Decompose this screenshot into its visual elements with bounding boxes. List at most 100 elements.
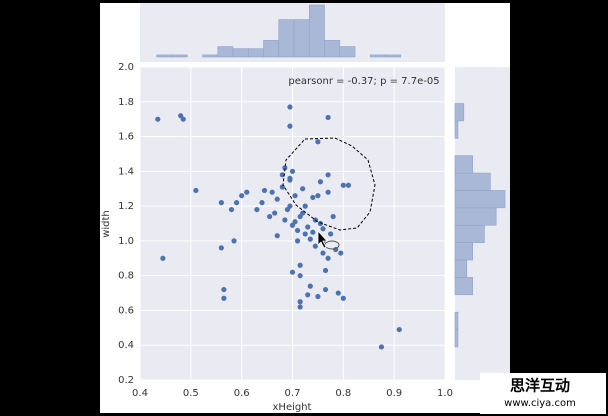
y-tick-label: 1.2 [118, 201, 134, 212]
top-histogram-bar [385, 54, 402, 58]
x-tick-label: 0.4 [132, 388, 148, 399]
y-axis-label: width [101, 210, 112, 238]
watermark-box [480, 373, 606, 414]
x-tick-label: 1.0 [437, 388, 453, 399]
scatter-point [325, 189, 331, 195]
right-histogram-bar [454, 311, 459, 330]
scatter-point [292, 193, 298, 199]
scatter-point [310, 194, 316, 201]
scatter-point [228, 206, 235, 213]
x-tick-label: 0.6 [234, 388, 250, 399]
top-histogram-bar [232, 48, 249, 58]
scatter-point [287, 175, 293, 181]
scatter-point [340, 295, 346, 301]
right-histogram-bar [454, 329, 459, 348]
top-histogram-bar [324, 40, 341, 58]
top-histogram-bar [369, 54, 386, 58]
scatter-point [221, 286, 227, 293]
scatter-point [317, 220, 324, 227]
scatter-point [160, 255, 166, 261]
scatter-point [193, 187, 199, 194]
right-histogram-bar [454, 259, 468, 278]
scatter-point [272, 210, 278, 216]
scatter-point [282, 165, 288, 171]
scatter-point [307, 236, 313, 242]
scatter-point [322, 267, 329, 274]
top-histogram-bar [156, 54, 173, 58]
scatter-point [320, 250, 326, 256]
x-tick-label: 0.7 [285, 388, 301, 399]
scatter-point [338, 250, 344, 256]
top-histogram-bar [247, 48, 264, 58]
right-histogram-bar [454, 120, 459, 139]
y-tick-label: 0.8 [118, 271, 134, 282]
layer: 0.4 0.5 0.6 0.7 0.8 0.9 1.0 0.2 0.4 0.6 0.8 1.0 1.2 1… [118, 4, 506, 399]
scatter-point [302, 203, 308, 209]
scatter-point [218, 200, 224, 206]
x-tick-label: 0.9 [386, 388, 402, 399]
scatter-point [300, 186, 306, 192]
right-histogram-bar [454, 155, 473, 174]
right-histogram-bar [454, 103, 465, 122]
scatter-point [328, 231, 334, 237]
scatter-point [221, 295, 227, 301]
scatter-point [396, 326, 402, 333]
right-histogram-bar [454, 224, 485, 243]
scatter-point [287, 203, 293, 209]
scatter-point [305, 292, 311, 298]
scatter-point [325, 114, 331, 121]
y-tick-label: 0.2 [118, 375, 134, 386]
scatter-point [231, 238, 237, 244]
scatter-point [269, 189, 275, 195]
scatter-point [305, 224, 311, 230]
scatter-point [297, 299, 303, 305]
scatter-point [297, 262, 303, 268]
scatter-point [335, 290, 341, 296]
scatter-point [345, 182, 352, 188]
right-histogram-bar [454, 190, 506, 209]
scatter-point [279, 184, 285, 190]
scatter-point [325, 255, 331, 261]
scatter-point [287, 123, 293, 129]
scatter-point [302, 231, 308, 237]
scatter-point [254, 206, 260, 213]
scatter-point [330, 213, 336, 220]
top-histogram-bar [293, 19, 310, 58]
scatter-point [378, 344, 385, 350]
y-tick-label: 0.6 [118, 305, 134, 316]
x-axis-label: xHeight [273, 402, 312, 413]
top-histogram-bar [217, 46, 234, 58]
scatter-point [274, 196, 280, 202]
top-histogram-bar [308, 4, 325, 58]
scatter-point [315, 193, 321, 199]
scatter-point [261, 187, 268, 194]
scatter-point [320, 226, 326, 232]
scatter-point [287, 104, 293, 110]
right-histogram-bar [454, 207, 497, 226]
right-histogram-bar [454, 242, 473, 261]
top-histogram-bar [339, 46, 356, 58]
right-histogram-bar [454, 277, 473, 296]
top-histogram-bar [278, 19, 295, 58]
lasso [282, 137, 376, 231]
scatter-point [325, 172, 331, 178]
y-tick-label: 1.4 [118, 166, 134, 177]
scatter-point [312, 243, 318, 249]
x-tick-label: 0.5 [183, 388, 199, 399]
y-tick-label: 2.0 [118, 62, 134, 73]
scatter-point [180, 116, 186, 122]
scatter-point [340, 182, 346, 188]
y-tick-label: 1.0 [118, 236, 134, 247]
scatter-point [297, 213, 303, 220]
scatter-point [282, 217, 288, 223]
scatter-point [294, 227, 301, 234]
scatter-point [317, 179, 324, 185]
scatter-point [289, 269, 296, 275]
scatter-point [315, 139, 321, 145]
top-histogram-bar [171, 54, 188, 58]
watermark-title: 思洋互动 [510, 377, 570, 395]
x-tick-label: 0.8 [335, 388, 351, 399]
scatter-point [233, 200, 240, 206]
annotation: pearsonr = -0.37; p = 7.7e-05 [288, 76, 439, 87]
